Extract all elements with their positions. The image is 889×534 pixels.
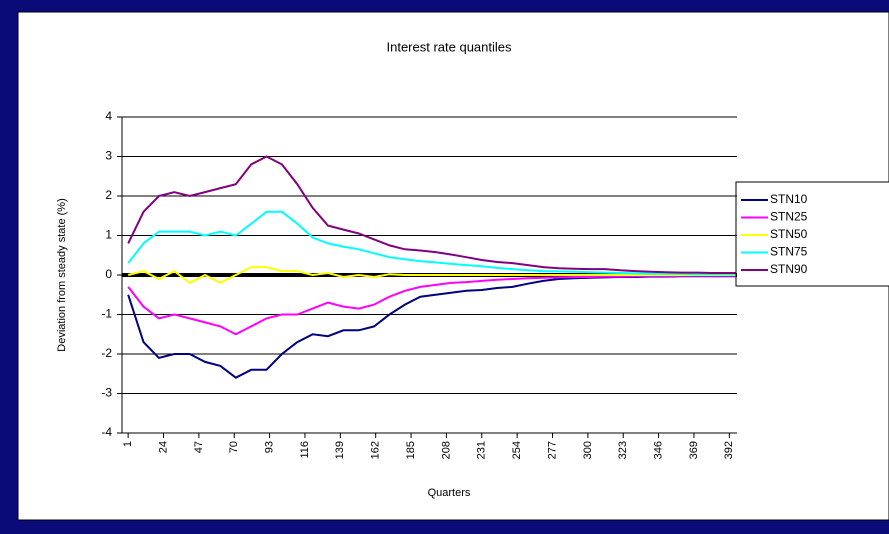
legend-label: STN25: [770, 210, 808, 224]
x-tick-label: 162: [370, 441, 382, 459]
x-tick-label: 70: [228, 441, 240, 453]
x-tick-label: 208: [440, 441, 452, 459]
x-tick-label: 254: [511, 441, 523, 459]
x-tick-label: 93: [264, 441, 276, 453]
x-tick-label: 24: [157, 441, 169, 453]
legend-label: STN75: [770, 245, 808, 259]
x-tick-label: 323: [617, 441, 629, 459]
y-axis-label: Deviation from steady state (%): [56, 198, 68, 351]
x-tick-label: 392: [723, 441, 735, 459]
x-tick-label: 231: [476, 441, 488, 459]
x-axis-label: Quarters: [428, 487, 471, 499]
y-tick-label: -2: [101, 346, 112, 360]
series-line: [127, 274, 736, 336]
series-line: [127, 266, 736, 285]
y-tick-label: 1: [105, 228, 112, 242]
y-tick-label: -3: [101, 386, 112, 400]
chart-title: Interest rate quantiles: [386, 39, 512, 54]
x-tick-label: 1: [122, 441, 134, 447]
y-tick-label: -4: [101, 425, 112, 439]
x-tick-label: 346: [652, 441, 664, 459]
series-line: [127, 210, 736, 276]
x-tick-label: 185: [405, 441, 417, 459]
y-tick-label: -1: [101, 307, 112, 321]
x-tick-label: 277: [546, 441, 558, 459]
x-tick-label: 116: [299, 441, 311, 459]
x-tick-label: 47: [193, 441, 205, 453]
series-line: [127, 155, 736, 274]
legend-label: STN10: [770, 192, 808, 206]
y-tick-label: 3: [105, 149, 112, 163]
legend-label: STN50: [770, 227, 808, 241]
y-tick-label: 4: [105, 109, 112, 123]
x-tick-label: 139: [334, 441, 346, 459]
y-tick-label: 0: [105, 267, 112, 281]
x-tick-label: 300: [582, 441, 594, 459]
legend-label: STN90: [770, 262, 808, 276]
x-tick-label: 369: [688, 441, 700, 459]
y-tick-label: 2: [105, 188, 112, 202]
